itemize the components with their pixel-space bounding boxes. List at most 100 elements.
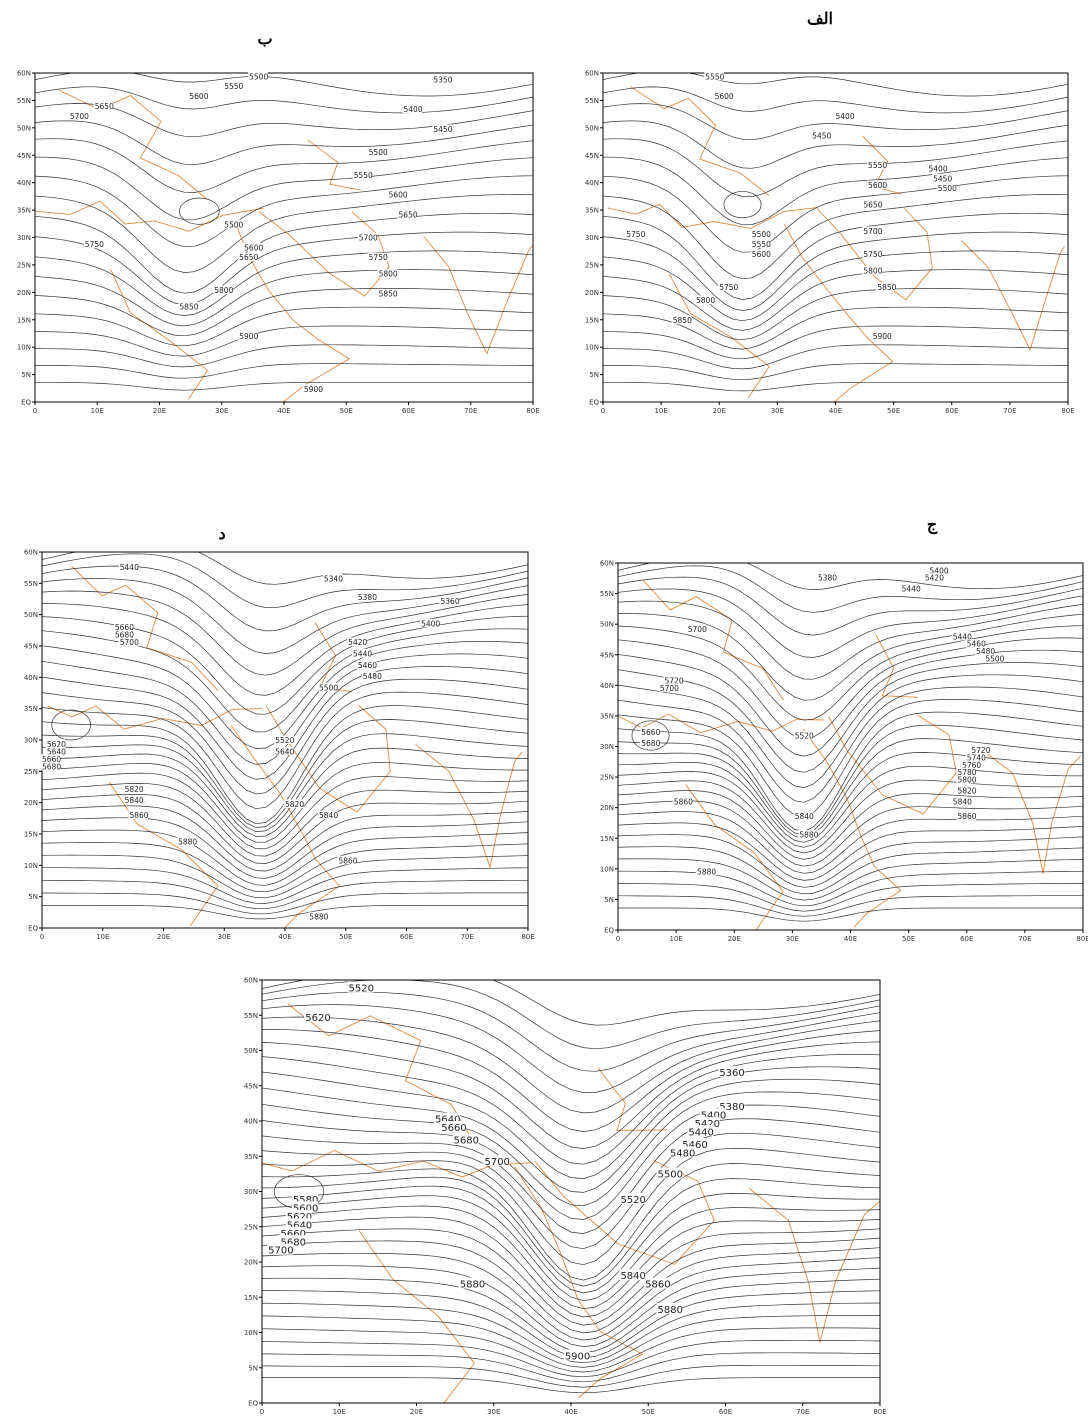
contour-line (618, 823, 1083, 881)
contour-label: 5440 (120, 563, 139, 572)
contour-label: 5700 (120, 638, 139, 647)
lat-label: 30N (17, 234, 31, 242)
contour-label: 5500 (752, 230, 771, 239)
coastline (961, 241, 1064, 350)
coastline (424, 237, 535, 354)
contour-label: 5640 (275, 747, 294, 756)
contour-label: 5440 (902, 585, 921, 594)
lon-label: 60E (719, 1408, 732, 1416)
lat-label: 55N (585, 97, 599, 105)
lat-label: 45N (24, 643, 38, 651)
contour-label: 5850 (673, 316, 692, 325)
coastline (608, 204, 818, 228)
coastline (803, 729, 901, 927)
contour-line (262, 1196, 880, 1301)
contour-label: 5550 (705, 72, 724, 81)
contour-line (618, 801, 1083, 866)
coastline (535, 1161, 714, 1265)
lat-label: 60N (600, 560, 614, 568)
coastline (59, 90, 207, 199)
lon-label: 0 (40, 933, 44, 941)
lat-label: 35N (24, 705, 38, 713)
contour-label: 5400 (929, 164, 948, 173)
contour-line (262, 992, 880, 1071)
lon-label: 60E (945, 407, 958, 415)
contour-low (52, 710, 91, 740)
lat-label: 25N (600, 774, 614, 782)
lon-label: 30E (215, 407, 228, 415)
panel-label: ب (257, 29, 272, 48)
contour-label: 5750 (85, 240, 104, 249)
lon-label: 30E (771, 407, 784, 415)
contour-label: 5480 (670, 1148, 695, 1159)
lat-label: 20N (585, 289, 599, 297)
lat-label: 15N (600, 835, 614, 843)
contour-line (262, 1017, 880, 1113)
coastline (416, 744, 523, 867)
contour-line (618, 871, 1083, 906)
contour-label: 5860 (957, 812, 976, 821)
contour-label: 5860 (674, 798, 693, 807)
contour-line (603, 121, 1068, 169)
lat-label: 50N (244, 1047, 258, 1055)
contour-label: 5420 (348, 638, 367, 647)
contour-line (262, 1266, 880, 1347)
contour-label: 5820 (285, 800, 304, 809)
contour-line (35, 326, 533, 356)
contour-line (262, 1378, 880, 1393)
lon-label: 20E (410, 1408, 423, 1416)
contour-label: 5520 (620, 1195, 645, 1206)
panel-label: ج (927, 515, 938, 535)
contour-line (603, 364, 1068, 380)
contour-line (35, 70, 533, 96)
lat-label: 25N (17, 261, 31, 269)
contour-label: 5600 (244, 243, 263, 252)
contour-label: 5900 (565, 1351, 590, 1362)
lon-label: 30E (786, 935, 799, 943)
contour-line (35, 307, 533, 346)
page: ب60N55N50N45N40N35N30N25N20N15N10N5NEQ01… (0, 0, 1088, 1421)
contour-low (724, 191, 761, 217)
contour-line (262, 968, 880, 1026)
contour-label: 5600 (389, 191, 408, 200)
contour-line (42, 667, 528, 780)
lon-label: 50E (887, 407, 900, 415)
lat-label: EQ (248, 1400, 258, 1408)
contour-label: 5860 (645, 1280, 670, 1291)
contour-line (618, 847, 1083, 894)
contour-line (618, 566, 1083, 613)
lat-label: 40N (244, 1118, 258, 1126)
contour-label: 5600 (189, 92, 208, 101)
lon-label: 40E (277, 407, 290, 415)
contour-label: 5840 (620, 1271, 645, 1282)
lat-label: 35N (585, 207, 599, 215)
contour-line (262, 1177, 880, 1286)
contour-label: 5840 (319, 811, 338, 820)
contour-line (618, 908, 1083, 921)
lon-label: 20E (153, 407, 166, 415)
contour-label: 5840 (953, 798, 972, 807)
contour-line (618, 780, 1083, 853)
contour-label: 5650 (863, 201, 882, 210)
contour-line (35, 139, 533, 193)
lat-label: 55N (600, 590, 614, 598)
lat-label: 15N (24, 831, 38, 839)
lat-label: 10N (585, 344, 599, 352)
lon-label: 20E (713, 407, 726, 415)
contour-line (618, 725, 1083, 835)
lon-label: 10E (333, 1408, 346, 1416)
lat-label: 40N (600, 682, 614, 690)
coastline (266, 706, 390, 813)
contour-label: 5500 (319, 683, 338, 692)
contour-line (42, 806, 528, 871)
contour-label: 5450 (933, 174, 952, 183)
lat-label: 10N (17, 344, 31, 352)
contour-label: 5600 (752, 250, 771, 259)
contour-line (35, 176, 533, 247)
lat-label: 40N (585, 179, 599, 187)
lat-label: 40N (17, 179, 31, 187)
lat-label: 20N (244, 1259, 258, 1267)
contour-line (618, 589, 1083, 658)
lat-label: 15N (585, 316, 599, 324)
coastline (598, 1068, 668, 1131)
